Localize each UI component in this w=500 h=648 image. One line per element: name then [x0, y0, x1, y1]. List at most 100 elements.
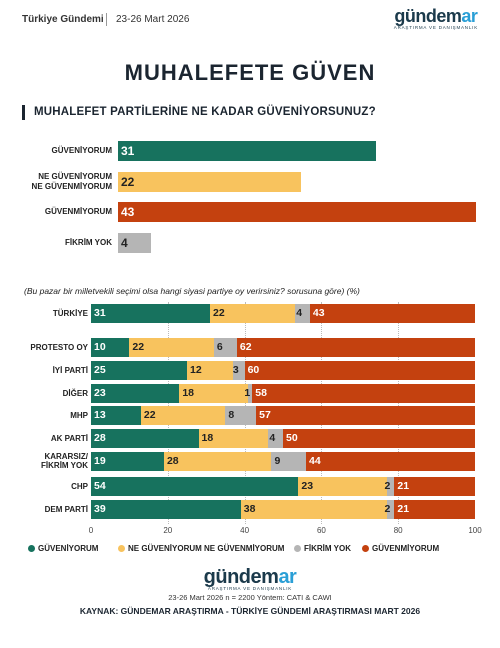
- x-axis-tick-label: 20: [163, 526, 173, 535]
- legend-item: GÜVENİYORUM: [28, 544, 98, 553]
- segment-value-label: 28: [166, 455, 179, 467]
- party-label: CHP: [71, 482, 88, 491]
- stacked-bar-segment: [210, 304, 295, 323]
- header-divider: [106, 13, 107, 26]
- legend-item-label: GÜVENİYORUM: [38, 544, 99, 553]
- segment-value-label: 12: [190, 364, 202, 376]
- stacked-bar-segment: [91, 304, 211, 323]
- segment-value-label: 60: [247, 364, 260, 376]
- stacked-bar-segment: [91, 384, 180, 403]
- segment-value-label: 3: [232, 364, 239, 376]
- stacked-bar-segment: [91, 500, 241, 519]
- stacked-bar-segment: [91, 338, 130, 357]
- source-note: KAYNAK: GÜNDEMAR ARAŞTIRMA - TÜRKİYE GÜN…: [79, 606, 421, 616]
- segment-value-label: 25: [94, 364, 106, 376]
- party-label: DİĞER: [62, 389, 88, 398]
- footer-logo-subtitle: ARAŞTIRMA VE DANIŞMANLIK: [207, 586, 293, 591]
- methodology-note: 23-26 Mart 2026 n = 2200 Yöntem: CATI & …: [168, 593, 332, 602]
- x-axis-tick-label: 100: [468, 526, 482, 535]
- legend-dot-icon: [118, 544, 125, 552]
- chart-legend: GÜVENİYORUM NE GÜVENİYORUM NE GÜVENMİYORU…: [28, 544, 478, 556]
- segment-value-label: 2: [384, 503, 391, 515]
- segment-value-label: 23: [94, 387, 106, 399]
- stacked-bar-segment: [252, 384, 475, 403]
- question-text: MUHALEFET PARTİLERİNE NE KADAR GÜVENİYOR…: [34, 106, 376, 118]
- brand-logo: gündemar ARAŞTIRMA VE DANIŞMANLIK: [394, 6, 478, 30]
- legend-item-label: NE GÜVENİYORUM NE GÜVENMİYORUM: [128, 544, 285, 553]
- segment-value-label: 13: [94, 409, 106, 421]
- stacked-bar-segment: [179, 384, 249, 403]
- segment-value-label: 50: [286, 432, 298, 444]
- brand-logo-word: gündemar: [394, 6, 478, 26]
- segment-value-label: 21: [397, 480, 410, 492]
- segment-value-label: 18: [201, 432, 214, 444]
- question-heading: MUHALEFET PARTİLERİNE NE KADAR GÜVENİYOR…: [22, 104, 482, 122]
- legend-dot-icon: [362, 544, 369, 552]
- stacked-bar-segment: [213, 338, 237, 357]
- stacked-bar-segment: [309, 304, 475, 323]
- page-title: MUHALEFETE GÜVEN: [124, 60, 376, 85]
- party-label: KARARSIZ/FİKRİM YOK: [41, 452, 88, 470]
- segment-value-label: 19: [94, 455, 106, 467]
- summary-bar: 43: [118, 202, 476, 222]
- segment-value-label: 44: [309, 455, 321, 467]
- header-date: 23-26 Mart 2026: [116, 14, 190, 25]
- stacked-bar-segment: [386, 500, 395, 519]
- stacked-bar-segment: [91, 429, 199, 448]
- summary-value-label: 4: [121, 236, 128, 250]
- summary-category-label: GÜVENİYORUM: [51, 146, 112, 155]
- summary-value-label: 31: [121, 144, 135, 158]
- legend-dot-icon: [28, 544, 35, 552]
- brand-logo-subtitle: ARAŞTIRMA VE DANIŞMANLIK: [393, 25, 478, 30]
- party-label: AK PARTİ: [50, 434, 88, 443]
- question-accent-bar: [22, 105, 25, 120]
- segment-value-label: 22: [213, 307, 225, 319]
- x-axis-tick-label: 80: [393, 526, 403, 535]
- segment-value-label: 18: [182, 387, 194, 399]
- footer-logo-word: gündemar: [203, 566, 297, 588]
- legend-item: GÜVENMİYORUM: [362, 544, 439, 553]
- party-label: TÜRKİYE: [52, 309, 88, 318]
- stacked-bar-segment: [248, 384, 253, 403]
- segment-value-label: 39: [94, 503, 106, 515]
- x-axis-tick-label: 40: [240, 526, 250, 535]
- legend-dot-icon: [294, 544, 301, 552]
- segment-value-label: 9: [274, 455, 281, 467]
- stacked-bar-segment: [294, 304, 310, 323]
- party-label: İYİ PARTİ: [52, 366, 88, 375]
- summary-bar: 4: [118, 233, 152, 253]
- stacked-bar-segment: [187, 361, 234, 380]
- segment-value-label: 6: [216, 341, 223, 353]
- summary-value-label: 22: [121, 175, 135, 189]
- segment-value-label: 62: [239, 341, 252, 353]
- stacked-bar-segment: [386, 477, 395, 496]
- party-label: PROTESTO OY: [30, 343, 88, 352]
- party-label: DEM PARTİ: [44, 505, 88, 514]
- segment-value-label: 8: [228, 409, 235, 421]
- stacked-bar-segment: [267, 429, 283, 448]
- segment-value-label: 22: [132, 341, 145, 353]
- summary-category-label: NE GÜVENİYORUM NE GÜVENMİYORUM: [31, 172, 112, 191]
- summary-bar: 22: [118, 172, 302, 192]
- segment-value-label: 4: [269, 432, 276, 444]
- stacked-bar-segment: [306, 452, 475, 471]
- stacked-bar-segment: [233, 361, 245, 380]
- segment-value-label: 38: [243, 503, 256, 515]
- stacked-bar-segment: [283, 429, 475, 448]
- stacked-bar-segment: [225, 406, 257, 425]
- stacked-bar-segment: [394, 500, 475, 519]
- summary-category-label: GÜVENMİYORUM: [44, 207, 112, 216]
- stacked-bar-segment: [240, 500, 387, 519]
- stacked-bar-segment: [394, 477, 475, 496]
- stacked-bar-segment: [256, 406, 475, 425]
- segment-value-label: 57: [259, 409, 271, 421]
- stacked-bar-segment: [140, 406, 226, 425]
- stacked-bar-segment: [129, 338, 214, 357]
- stacked-bar-segment: [236, 338, 475, 357]
- footer-logo: gündemar ARAŞTIRMA VE DANIŞMANLIK: [0, 566, 500, 591]
- segment-value-label: 21: [397, 503, 410, 515]
- stacked-bar-segment: [163, 452, 272, 471]
- header-label: Türkiye Gündemi: [22, 14, 104, 25]
- party-question-text: (Bu pazar bir milletvekili seçimi olsa h…: [24, 286, 360, 296]
- segment-value-label: 31: [94, 307, 106, 319]
